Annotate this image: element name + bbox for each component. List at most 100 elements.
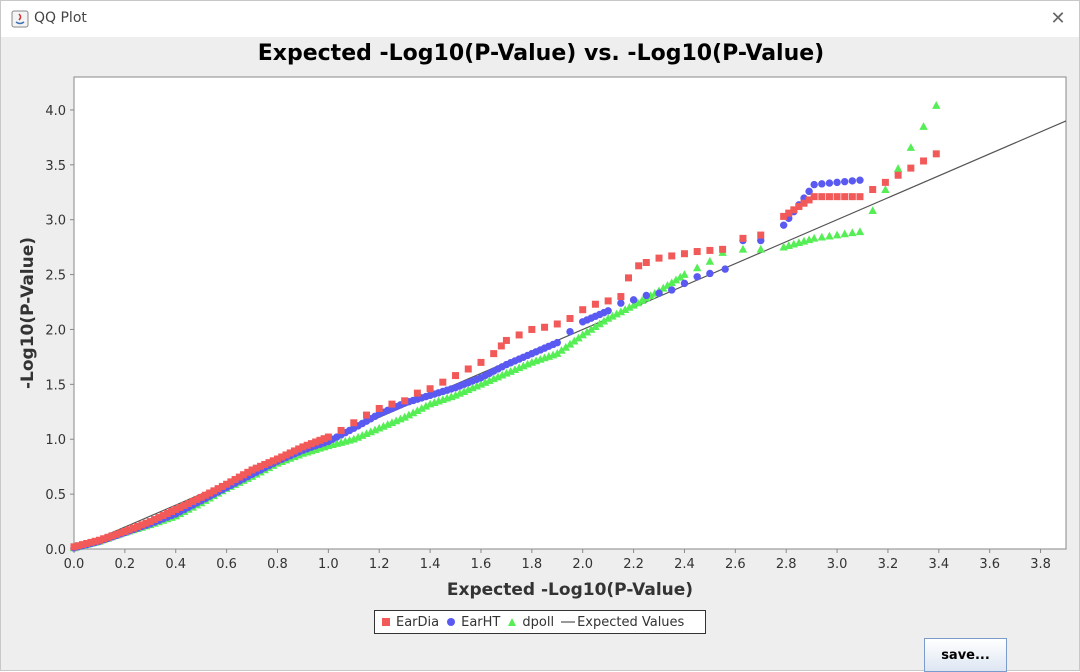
eardia-point <box>121 527 129 535</box>
eardia-point <box>579 306 587 314</box>
eardia-point <box>95 536 103 544</box>
earht-point <box>833 178 841 187</box>
eardia-point <box>515 331 523 339</box>
eardia-point <box>800 199 808 207</box>
x-tick-label: 0.8 <box>267 557 288 572</box>
dpoll-point <box>561 342 570 351</box>
dpoll-point <box>825 231 834 240</box>
triangle-marker-icon <box>508 618 517 626</box>
eardia-point <box>193 495 201 503</box>
eardia-point <box>172 505 180 513</box>
eardia-point <box>785 209 793 217</box>
dpoll-point <box>893 164 903 172</box>
eardia-point <box>163 510 171 518</box>
x-tick-label: 1.8 <box>522 557 543 572</box>
earht-point <box>721 265 729 273</box>
x-tick-label: 3.6 <box>979 557 1000 572</box>
eardia-point <box>265 459 273 467</box>
chart-legend: EarDia EarHT dpoll Expected Values <box>374 610 706 634</box>
dpoll-point <box>608 311 617 320</box>
data-points <box>69 101 941 552</box>
earht-point <box>848 177 857 185</box>
eardia-point <box>197 493 205 501</box>
eardia-point <box>108 532 116 540</box>
x-tick-label: 2.0 <box>572 557 593 572</box>
x-tick-label: 1.0 <box>318 557 339 572</box>
dpoll-point <box>591 322 600 331</box>
eardia-point <box>591 300 599 308</box>
chart-title: Expected -Log10(P-Value) vs. -Log10(P-Va… <box>257 41 825 66</box>
close-button[interactable]: ✕ <box>1050 8 1066 29</box>
eardia-point <box>112 530 120 538</box>
y-axis: 0.0 0.5 1.0 1.5 2.0 2.5 3.0 3.5 4.0 <box>45 104 74 558</box>
eardia-point <box>337 426 345 434</box>
dpoll-point <box>612 309 621 318</box>
eardia-point <box>269 457 277 465</box>
eardia-point <box>825 193 833 201</box>
eardia-point <box>541 323 549 331</box>
eardia-point <box>227 478 235 486</box>
dpoll-point <box>400 412 409 421</box>
dpoll-point <box>667 278 676 287</box>
eardia-point <box>206 489 214 497</box>
dpoll-point <box>565 339 575 348</box>
earht-point <box>779 221 788 229</box>
eardia-point <box>413 389 421 397</box>
eardia-point <box>635 262 643 270</box>
eardia-point <box>261 460 269 468</box>
dpoll-point <box>832 230 842 239</box>
dpoll-point <box>570 336 579 345</box>
x-tick-label: 1.2 <box>369 557 390 572</box>
dpoll-point <box>671 275 681 284</box>
eardia-point <box>146 518 154 526</box>
y-tick-label: 1.5 <box>45 378 66 393</box>
dpoll-point <box>738 244 748 253</box>
eardia-point <box>810 193 818 201</box>
eardia-point <box>218 482 226 490</box>
eardia-point <box>324 433 332 441</box>
title-bar[interactable]: QQ Plot ✕ <box>1 1 1079 37</box>
eardia-point <box>668 252 676 260</box>
y-tick-label: 0.0 <box>45 543 66 558</box>
eardia-point <box>142 519 150 527</box>
eardia-point <box>757 231 765 239</box>
x-axis: 0.0 0.2 0.4 0.6 0.8 1.0 1.2 1.4 1.6 1.8 2.0 2.2 2.4 2… <box>64 549 1051 572</box>
dpoll-point <box>855 227 865 236</box>
eardia-point <box>307 440 315 448</box>
eardia-point <box>316 436 324 444</box>
eardia-point <box>282 451 290 459</box>
x-tick-label: 0.4 <box>165 557 186 572</box>
eardia-point <box>70 543 78 551</box>
y-tick-label: 3.5 <box>45 159 66 174</box>
eardia-point <box>252 464 260 472</box>
x-tick-label: 1.6 <box>471 557 492 572</box>
dpoll-point <box>557 346 566 354</box>
eardia-point <box>452 372 460 380</box>
eardia-point <box>553 320 561 328</box>
dpoll-point <box>413 406 422 414</box>
eardia-point <box>401 397 409 405</box>
dpoll-point <box>582 327 592 336</box>
dpoll-point <box>616 307 626 316</box>
eardia-point <box>257 462 265 470</box>
save-button[interactable]: save... <box>924 638 1007 672</box>
eardia-point <box>464 365 472 373</box>
legend-item-earht: EarHT <box>446 615 500 630</box>
earht-point <box>553 338 561 347</box>
x-tick-label: 3.8 <box>1030 557 1051 572</box>
eardia-point <box>477 358 485 366</box>
eardia-point <box>490 350 498 358</box>
eardia-point <box>881 178 889 186</box>
eardia-point <box>790 206 798 214</box>
eardia-point <box>83 540 91 548</box>
eardia-point <box>502 336 510 344</box>
earht-point <box>680 279 689 288</box>
eardia-point <box>841 193 849 201</box>
square-marker-icon <box>382 618 390 626</box>
window-title: QQ Plot <box>34 10 87 26</box>
dpoll-point <box>586 324 596 333</box>
eardia-point <box>719 245 727 253</box>
x-axis-label: Expected -Log10(P-Value) <box>447 580 693 600</box>
eardia-point <box>240 471 248 479</box>
dpoll-point <box>633 298 643 307</box>
